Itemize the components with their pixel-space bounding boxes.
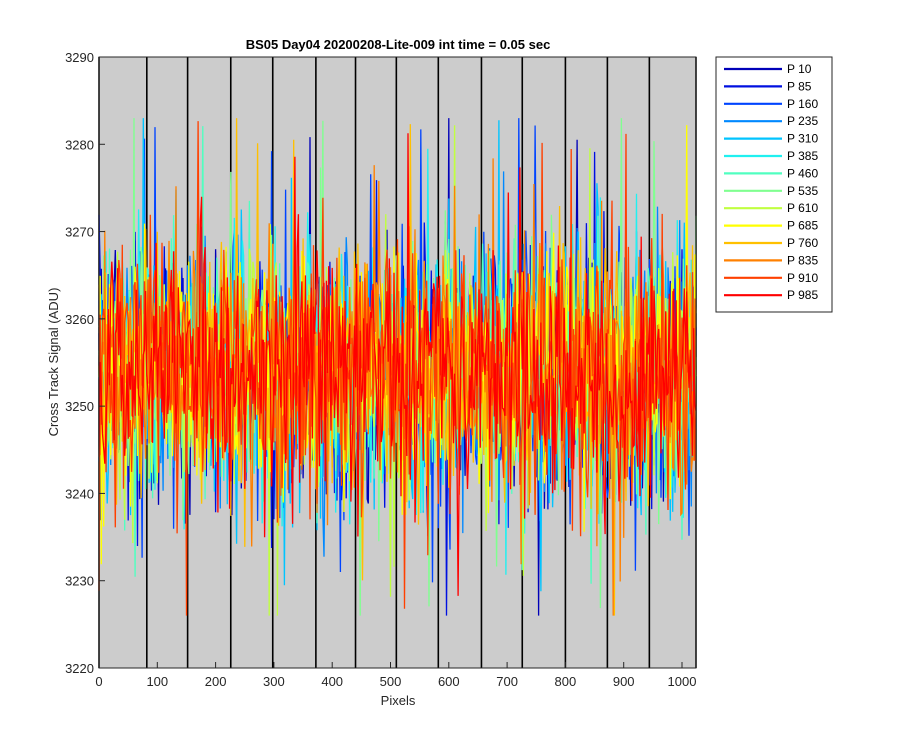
y-tick-label: 3260	[65, 312, 94, 327]
legend-label: P 310	[787, 132, 818, 146]
x-tick-label: 500	[380, 674, 402, 689]
x-tick-label: 0	[95, 674, 102, 689]
legend-label: P 610	[787, 201, 818, 215]
y-tick-label: 3270	[65, 225, 94, 240]
series-line	[98, 133, 697, 596]
y-axis-label: Cross Track Signal (ADU)	[46, 288, 61, 437]
plot-frame	[98, 56, 697, 669]
x-tick-label: 100	[146, 674, 168, 689]
legend-label: P 160	[787, 97, 818, 111]
y-axis: 3220 3230 3240 3250 3260 3270 3280 3290	[65, 50, 105, 676]
x-tick-label: 300	[263, 674, 285, 689]
legend-label: P 385	[787, 149, 818, 163]
legend-label: P 910	[787, 271, 818, 285]
x-tick-label: 700	[496, 674, 518, 689]
y-tick-label: 3280	[65, 137, 94, 152]
legend-label: P 835	[787, 253, 818, 267]
x-axis: 0 100 200 300 400 500 600 700 800 900 1000	[95, 662, 696, 689]
y-tick-label: 3240	[65, 486, 94, 501]
legend-label: P 760	[787, 236, 818, 250]
legend-label: P 10	[787, 62, 812, 76]
series-lines	[98, 118, 697, 616]
chart-title: BS05 Day04 20200208-Lite-009 int time = …	[246, 37, 551, 52]
legend-label: P 235	[787, 114, 818, 128]
legend: P 10 P 85 P 160 P 235 P 310 P 385 P 460 P 535 P …	[715, 56, 833, 313]
legend-label: P 985	[787, 288, 818, 302]
legend-label: P 85	[787, 79, 812, 93]
y-tick-label: 3230	[65, 574, 94, 589]
legend-box	[715, 56, 833, 313]
x-tick-label: 1000	[668, 674, 697, 689]
x-tick-label: 400	[321, 674, 343, 689]
y-tick-label: 3250	[65, 399, 94, 414]
legend-label: P 535	[787, 184, 818, 198]
legend-label: P 685	[787, 219, 818, 233]
x-axis-label: Pixels	[381, 693, 416, 708]
series-line	[98, 121, 697, 616]
x-tick-label: 900	[613, 674, 635, 689]
x-tick-label: 200	[205, 674, 227, 689]
x-tick-label: 800	[555, 674, 577, 689]
x-tick-label: 600	[438, 674, 460, 689]
legend-label: P 460	[787, 166, 818, 180]
y-tick-label: 3220	[65, 661, 94, 676]
y-tick-label: 3290	[65, 50, 94, 65]
